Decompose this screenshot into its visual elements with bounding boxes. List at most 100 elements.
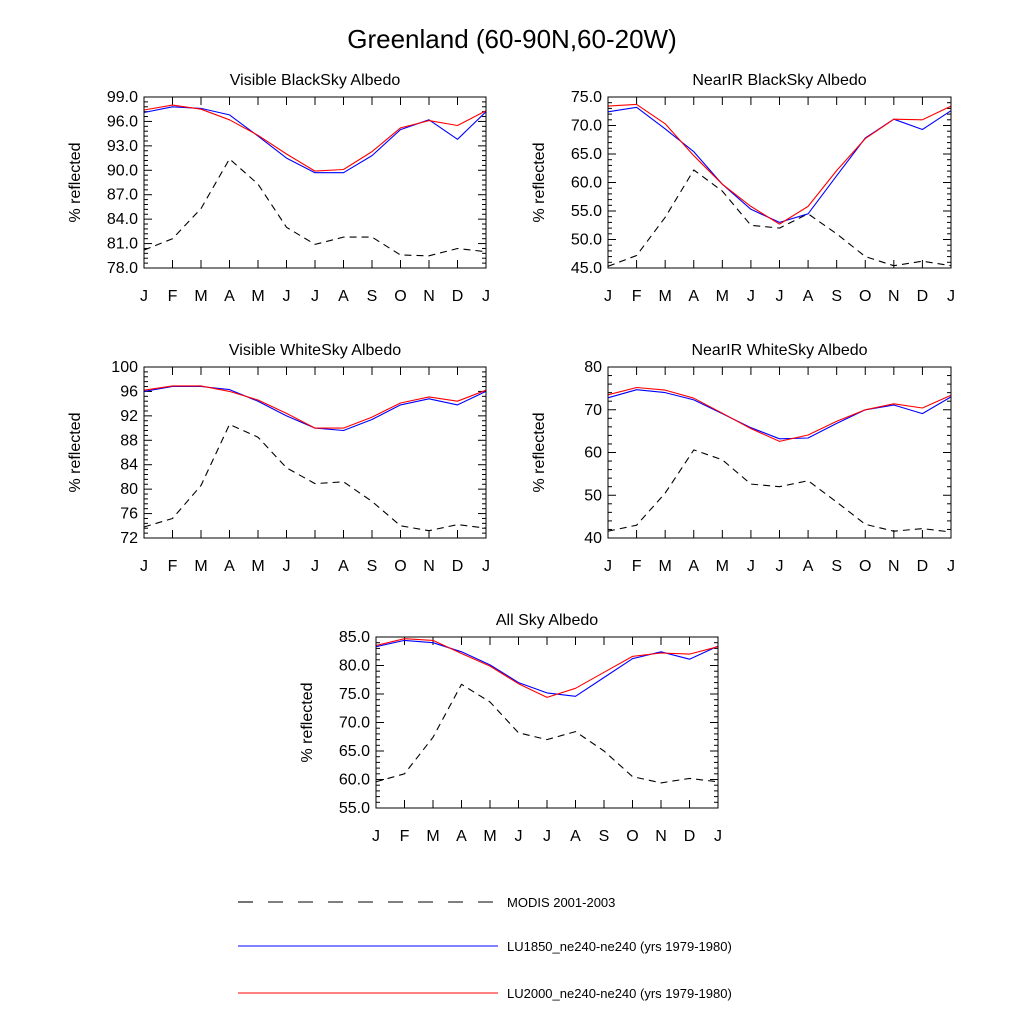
x-tick-label: J bbox=[747, 288, 755, 305]
x-tick-label: A bbox=[688, 558, 699, 575]
series-line bbox=[143, 385, 487, 429]
y-tick-label: 90.0 bbox=[107, 162, 138, 179]
y-axis-title: % reflected bbox=[531, 412, 548, 492]
y-tick-label: 72 bbox=[120, 530, 138, 547]
x-tick-label: A bbox=[803, 558, 814, 575]
x-tick-label: J bbox=[776, 558, 784, 575]
legend-entry: MODIS 2001-2003 bbox=[238, 895, 615, 910]
legend-label: LU1850_ne240-ne240 (yrs 1979-1980) bbox=[507, 939, 732, 954]
y-tick-label: 87.0 bbox=[107, 187, 138, 204]
series-line bbox=[143, 423, 487, 532]
legend-entry: LU2000_ne240-ne240 (yrs 1979-1980) bbox=[238, 986, 732, 1001]
y-tick-label: 92 bbox=[120, 408, 138, 425]
y-tick-label: 80 bbox=[584, 359, 602, 376]
y-tick-label: 88 bbox=[120, 432, 138, 449]
x-tick-label: A bbox=[803, 288, 814, 305]
y-tick-label: 100 bbox=[111, 359, 138, 376]
y-tick-label: 80 bbox=[120, 481, 138, 498]
series-line bbox=[607, 103, 952, 225]
y-tick-label: 60.0 bbox=[571, 175, 602, 192]
y-tick-label: 85.0 bbox=[339, 629, 370, 646]
series-line bbox=[607, 106, 952, 223]
y-tick-label: 55.0 bbox=[571, 203, 602, 220]
x-tick-label: J bbox=[714, 828, 722, 845]
y-tick-label: 84 bbox=[120, 457, 138, 474]
x-tick-label: M bbox=[426, 828, 439, 845]
y-tick-label: 96.0 bbox=[107, 113, 138, 130]
x-tick-label: M bbox=[251, 558, 264, 575]
x-tick-label: M bbox=[659, 288, 672, 305]
x-tick-label: F bbox=[632, 288, 642, 305]
x-tick-label: F bbox=[168, 288, 178, 305]
y-tick-label: 65.0 bbox=[571, 146, 602, 163]
x-tick-label: A bbox=[456, 828, 467, 845]
x-tick-label: N bbox=[423, 288, 435, 305]
series-line bbox=[375, 683, 719, 784]
series-line bbox=[143, 106, 487, 174]
chart-panel: All Sky Albedo % reflected 55.0 60.0 65.0 70.… bbox=[299, 612, 722, 845]
series-line bbox=[143, 158, 487, 257]
x-tick-label: O bbox=[859, 558, 871, 575]
chart-panels: Visible BlackSky Albedo % reflected 78.0 81… bbox=[67, 72, 955, 845]
series-line bbox=[143, 104, 487, 172]
series-line bbox=[375, 639, 719, 697]
x-tick-label: M bbox=[194, 558, 207, 575]
chart-panel: Visible BlackSky Albedo % reflected 78.0 81… bbox=[67, 72, 490, 305]
panel-title: NearIR BlackSky Albedo bbox=[692, 72, 866, 89]
y-tick-label: 75.0 bbox=[339, 686, 370, 703]
x-tick-label: S bbox=[599, 828, 610, 845]
x-tick-label: J bbox=[543, 828, 551, 845]
y-tick-label: 81.0 bbox=[107, 236, 138, 253]
y-tick-label: 70.0 bbox=[571, 118, 602, 135]
x-tick-label: A bbox=[688, 288, 699, 305]
x-tick-label: S bbox=[367, 288, 378, 305]
plot-frame bbox=[143, 366, 487, 539]
series-line bbox=[607, 169, 952, 267]
x-tick-label: D bbox=[917, 288, 929, 305]
y-axis-title: % reflected bbox=[67, 412, 84, 492]
y-tick-label: 55.0 bbox=[339, 800, 370, 817]
chart-panel: NearIR WhiteSky Albedo % reflected 40 50 60 7… bbox=[531, 342, 955, 575]
y-tick-label: 60.0 bbox=[339, 772, 370, 789]
series-line bbox=[607, 449, 952, 533]
figure-title: Greenland (60-90N,60-20W) bbox=[347, 24, 677, 54]
panel-title: All Sky Albedo bbox=[496, 612, 598, 629]
series-line bbox=[607, 386, 952, 442]
x-tick-label: J bbox=[283, 288, 291, 305]
x-tick-label: J bbox=[947, 558, 955, 575]
y-tick-label: 80.0 bbox=[339, 658, 370, 675]
x-tick-label: D bbox=[452, 558, 464, 575]
y-tick-label: 70 bbox=[584, 402, 602, 419]
x-tick-label: J bbox=[776, 288, 784, 305]
y-tick-label: 84.0 bbox=[107, 211, 138, 228]
x-tick-label: M bbox=[659, 558, 672, 575]
y-tick-label: 65.0 bbox=[339, 743, 370, 760]
series-line bbox=[375, 638, 719, 698]
x-tick-label: A bbox=[224, 288, 235, 305]
y-axis-title: % reflected bbox=[299, 682, 316, 762]
x-tick-label: D bbox=[684, 828, 696, 845]
panel-title: NearIR WhiteSky Albedo bbox=[691, 342, 867, 359]
x-tick-label: J bbox=[140, 558, 148, 575]
x-tick-label: O bbox=[626, 828, 638, 845]
y-tick-label: 76 bbox=[120, 506, 138, 523]
x-tick-label: D bbox=[917, 558, 929, 575]
y-tick-label: 99.0 bbox=[107, 89, 138, 106]
y-tick-label: 50 bbox=[584, 487, 602, 504]
x-tick-label: N bbox=[888, 558, 900, 575]
x-tick-label: S bbox=[831, 288, 842, 305]
x-tick-label: N bbox=[423, 558, 435, 575]
x-tick-label: S bbox=[831, 558, 842, 575]
plot-frame bbox=[607, 96, 952, 269]
x-tick-label: J bbox=[482, 288, 490, 305]
y-tick-label: 78.0 bbox=[107, 260, 138, 277]
legend: MODIS 2001-2003 LU1850_ne240-ne240 (yrs 1… bbox=[238, 895, 732, 1001]
x-tick-label: O bbox=[394, 288, 406, 305]
y-tick-label: 45.0 bbox=[571, 260, 602, 277]
y-tick-label: 50.0 bbox=[571, 232, 602, 249]
x-tick-label: A bbox=[570, 828, 581, 845]
x-tick-label: N bbox=[888, 288, 900, 305]
legend-label: MODIS 2001-2003 bbox=[507, 895, 615, 910]
series-line bbox=[143, 385, 487, 432]
